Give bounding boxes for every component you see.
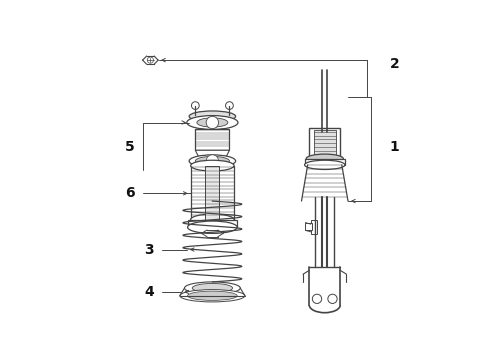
Circle shape: [206, 116, 219, 129]
Bar: [305, 159, 345, 165]
Ellipse shape: [189, 155, 236, 167]
Text: 2: 2: [390, 57, 399, 71]
Text: 6: 6: [124, 186, 134, 201]
Bar: [311, 220, 317, 234]
Bar: [314, 130, 336, 156]
Ellipse shape: [184, 282, 240, 294]
Ellipse shape: [188, 291, 237, 300]
Circle shape: [192, 102, 199, 109]
Text: 4: 4: [144, 285, 154, 299]
Circle shape: [312, 294, 321, 303]
Ellipse shape: [306, 154, 343, 163]
Text: 3: 3: [144, 243, 154, 257]
Bar: [196, 129, 229, 150]
Ellipse shape: [187, 116, 238, 130]
Polygon shape: [196, 150, 229, 156]
Circle shape: [328, 294, 337, 303]
Ellipse shape: [180, 289, 245, 302]
Ellipse shape: [197, 118, 228, 127]
Ellipse shape: [191, 214, 234, 225]
Bar: [188, 220, 237, 227]
Bar: [305, 222, 312, 230]
Text: 1: 1: [390, 140, 399, 154]
Ellipse shape: [188, 221, 237, 233]
Ellipse shape: [305, 160, 345, 170]
Ellipse shape: [196, 156, 229, 166]
Text: 5: 5: [124, 140, 134, 154]
Ellipse shape: [191, 160, 234, 171]
Circle shape: [225, 102, 233, 109]
Ellipse shape: [189, 111, 236, 122]
Bar: [205, 166, 220, 220]
Bar: [191, 166, 234, 220]
Ellipse shape: [192, 283, 233, 293]
Circle shape: [206, 155, 219, 167]
Bar: [309, 128, 340, 159]
